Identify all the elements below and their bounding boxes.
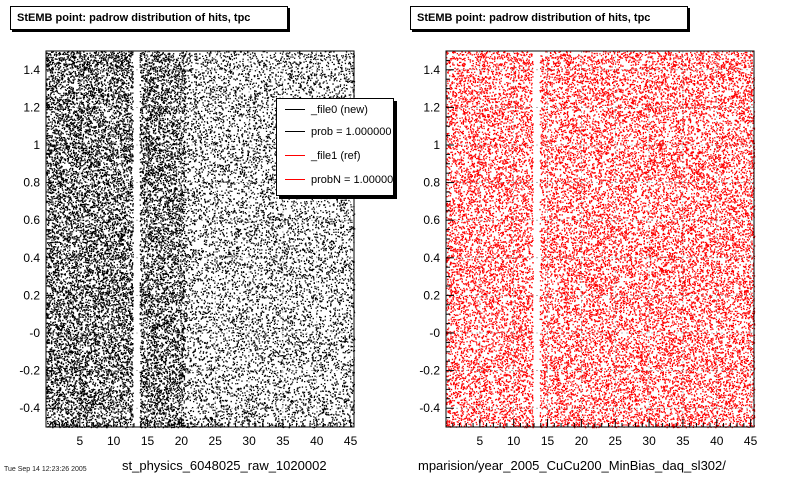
hit-point-cloud: [46, 51, 356, 429]
legend-entry-prob: prob = 1.000000: [277, 123, 393, 141]
legend: _file0 (new) prob = 1.000000 _file1 (ref…: [276, 98, 394, 196]
x-tick-label-8: 45: [744, 434, 758, 448]
y-axis: [446, 50, 454, 428]
right-file-caption: mparision/year_2005_CuCu200_MinBias_daq_…: [418, 458, 726, 473]
x-tick-label-1: 10: [507, 434, 521, 448]
legend-line-prob: [285, 131, 305, 132]
grid: [446, 51, 754, 427]
hit-point-cloud: [446, 51, 756, 429]
left-scatter-plot: 5 10 15 20 25 30 35 40 45 -0.4 -0.2 -0 0.2 0.4 0.6 0.8 1…: [19, 50, 358, 448]
y-tick-label-6: 0.8: [23, 176, 40, 190]
x-tick-label-7: 40: [710, 434, 724, 448]
right-scatter-plot: 5 10 15 20 25 30 35 40 45 -0.4 -0.2 -0 0.2 0.4 0.6 0.8 1…: [419, 50, 758, 448]
legend-entry-probn: probN = 1.000000: [277, 171, 393, 189]
y-tick-label-9: 1.4: [23, 63, 40, 77]
y-tick-label-0: -0.4: [419, 401, 440, 415]
y-tick-label-4: 0.4: [23, 251, 40, 265]
y-tick-label-9: 1.4: [423, 63, 440, 77]
x-tick-label-6: 35: [276, 434, 290, 448]
legend-line-file1: [285, 155, 305, 156]
y-tick-label-3: 0.2: [423, 288, 440, 302]
legend-line-file0: [285, 109, 305, 110]
y-tick-label-5: 0.6: [423, 213, 440, 227]
y-tick-label-3: 0.2: [23, 288, 40, 302]
y-tick-label-2: -0: [29, 326, 40, 340]
y-tick-label-8: 1.2: [423, 100, 440, 114]
x-tick-label-1: 10: [107, 434, 121, 448]
x-tick-label-0: 5: [477, 434, 484, 448]
left-plot-title: StEMB point: padrow distribution of hits…: [10, 6, 288, 30]
x-tick-label-8: 45: [344, 434, 358, 448]
y-tick-label-4: 0.4: [423, 251, 440, 265]
y-tick-label-1: -0.2: [419, 364, 440, 378]
y-tick-label-7: 1: [433, 138, 440, 152]
x-tick-label-4: 25: [209, 434, 223, 448]
y-tick-label-1: -0.2: [19, 364, 40, 378]
y-axis: [46, 50, 54, 428]
x-tick-label-2: 15: [141, 434, 155, 448]
legend-label-prob: prob = 1.000000: [311, 126, 392, 138]
legend-label-probn: probN = 1.000000: [311, 174, 394, 186]
y-tick-label-8: 1.2: [23, 100, 40, 114]
x-tick-label-5: 30: [242, 434, 256, 448]
y-tick-label-5: 0.6: [23, 213, 40, 227]
x-tick-label-2: 15: [541, 434, 555, 448]
x-tick-label-4: 25: [609, 434, 623, 448]
hit-points: [46, 51, 356, 429]
y-tick-label-2: -0: [429, 326, 440, 340]
x-tick-label-7: 40: [310, 434, 324, 448]
x-tick-label-3: 20: [175, 434, 189, 448]
x-tick-label-0: 5: [77, 434, 84, 448]
legend-line-probn: [285, 179, 305, 180]
x-axis: [52, 419, 352, 427]
x-tick-label-5: 30: [642, 434, 656, 448]
left-file-caption: st_physics_6048025_raw_1020002: [122, 458, 327, 473]
y-tick-label-0: -0.4: [19, 401, 40, 415]
footer-timestamp: Tue Sep 14 12:23:26 2005: [4, 466, 87, 473]
y-tick-label-6: 0.8: [423, 176, 440, 190]
legend-label-file0: _file0 (new): [311, 104, 368, 116]
x-tick-label-6: 35: [676, 434, 690, 448]
legend-entry-file1: _file1 (ref): [277, 147, 393, 165]
x-axis: [452, 419, 752, 427]
right-plot-title: StEMB point: padrow distribution of hits…: [410, 6, 688, 30]
x-tick-label-3: 20: [575, 434, 589, 448]
y-tick-label-7: 1: [33, 138, 40, 152]
legend-label-file1: _file1 (ref): [311, 150, 361, 162]
hit-points: [446, 51, 756, 429]
legend-entry-file0: _file0 (new): [277, 101, 393, 119]
